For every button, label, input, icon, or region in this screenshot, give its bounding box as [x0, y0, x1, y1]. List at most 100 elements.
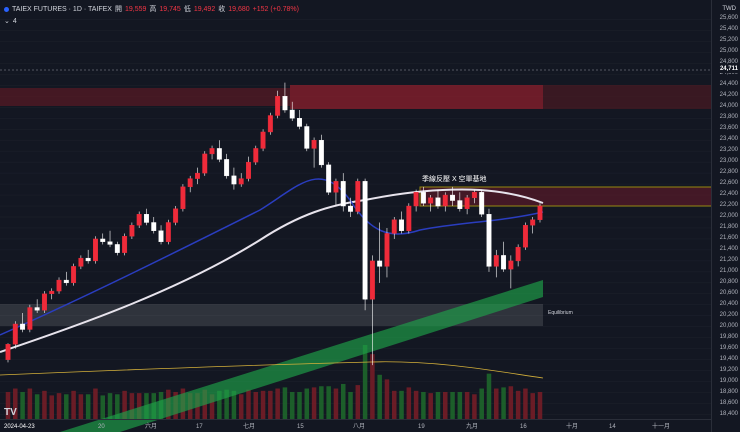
symbol-title[interactable]: TAIEX FUTURES · 1D · TAIFEX — [12, 5, 112, 13]
time-axis[interactable]: 2024-04-23 20 六月 17 七月 15 八月 19 九月 16 十月… — [0, 419, 712, 432]
price-tick-label: 25,200 — [719, 37, 738, 44]
volume-bar — [457, 391, 463, 420]
volume-bar — [399, 390, 404, 420]
candle-body — [362, 181, 368, 300]
volume-bar — [472, 394, 477, 420]
price-tick-label: 19,800 — [719, 333, 738, 340]
time-label: 20 — [98, 424, 105, 430]
candle-body — [442, 194, 448, 207]
candle-body — [5, 344, 11, 360]
candle-body — [180, 186, 186, 209]
candle-body — [348, 205, 353, 212]
volume-bar — [78, 394, 84, 420]
candle-body — [318, 139, 324, 166]
candle-body — [435, 197, 441, 207]
volume-bar — [348, 391, 353, 420]
candle-body — [216, 148, 222, 160]
volume-bar — [100, 395, 105, 420]
candle-body — [326, 164, 332, 193]
candle-body — [165, 222, 171, 242]
equilibrium-zone — [0, 304, 543, 326]
candle-body — [289, 109, 295, 119]
symbol-dot-icon — [4, 6, 9, 12]
volume-bar — [260, 390, 266, 420]
candle-body — [420, 192, 426, 204]
candle-body — [428, 197, 434, 204]
time-label: 十月 — [566, 424, 579, 430]
candle-body — [158, 230, 164, 242]
close-label: 收 — [218, 6, 226, 13]
volume-bar — [122, 390, 127, 420]
price-tick-label: 25,600 — [719, 15, 738, 22]
price-tick-label: 19,000 — [719, 377, 738, 384]
volume-bar — [27, 388, 33, 420]
price-tick-label: 23,400 — [719, 136, 738, 143]
date-tag: 2024-04-23 — [4, 424, 35, 430]
volume-bar — [275, 388, 280, 420]
tradingview-logo-icon[interactable]: TV — [4, 407, 17, 418]
volume-bar — [355, 385, 361, 420]
candle-body — [136, 214, 142, 226]
candle-body — [114, 244, 120, 253]
candle-body — [413, 192, 419, 207]
candle-body — [27, 307, 33, 330]
change-value: +152 (+0.78%) — [252, 5, 299, 13]
chart-legend: TAIEX FUTURES · 1D · TAIFEX 開 19,559 高 19,… — [4, 4, 299, 14]
time-label: 六月 — [145, 424, 158, 430]
volume-bar — [479, 388, 484, 420]
volume-bar — [311, 387, 317, 420]
candle-body — [304, 126, 310, 149]
candle-body — [63, 279, 69, 284]
volume-bar — [115, 394, 120, 420]
price-tick-label: 19,400 — [719, 355, 738, 362]
candle-body — [297, 118, 302, 127]
low-label: 低 — [183, 6, 191, 13]
volume-bar — [406, 387, 412, 420]
candle-body — [260, 131, 266, 149]
indicators-toggle[interactable]: ⌄ 4 — [4, 17, 17, 26]
price-axis[interactable]: TWD 25,600 25,400 25,200 25,000 24,800 24,600… — [711, 0, 740, 432]
candle-body — [340, 181, 346, 207]
price-tick-label: 20,200 — [719, 311, 738, 318]
candle-body — [238, 178, 244, 185]
time-label: 16 — [520, 424, 527, 430]
volume-bar — [377, 374, 382, 420]
candle-body — [100, 238, 106, 242]
candle-body — [209, 148, 215, 155]
volume-bar — [217, 390, 222, 420]
volume-bar — [333, 388, 339, 420]
candle-body — [493, 255, 499, 267]
candle-body — [486, 214, 492, 267]
volume-bar — [413, 390, 419, 420]
volume-bar — [391, 390, 397, 420]
candle-body — [333, 181, 339, 193]
volume-bar — [289, 391, 295, 420]
candle-body — [384, 233, 390, 267]
candle-body — [41, 293, 47, 311]
candle-body — [12, 323, 18, 345]
volume-bar — [231, 390, 237, 420]
price-tick-label: 24,800 — [719, 59, 738, 66]
price-tick-label: 25,000 — [719, 48, 738, 55]
volume-bar — [13, 388, 18, 420]
volume-bar — [209, 394, 215, 420]
resistance-zone-left — [0, 88, 290, 106]
chart-area[interactable]: TAIEX FUTURES · 1D · TAIFEX 開 19,559 高 19,… — [0, 0, 712, 432]
price-tick-label: 18,600 — [719, 399, 738, 406]
volume-bar — [421, 391, 426, 420]
equilibrium-label: Equilibrium — [548, 310, 573, 316]
candle-body — [253, 148, 259, 163]
candlestick-chart[interactable] — [0, 0, 712, 432]
candle-body — [450, 194, 456, 201]
volume-bar — [537, 391, 543, 420]
candle-body — [508, 260, 514, 270]
volume-bar — [523, 388, 528, 420]
open-value: 19,559 — [124, 5, 147, 13]
price-tick-label: 21,600 — [719, 234, 738, 241]
candle-body — [246, 161, 251, 179]
volume-bar — [508, 386, 514, 420]
currency-label[interactable]: TWD — [722, 6, 736, 12]
candle-body — [49, 290, 55, 295]
volume-bar — [450, 391, 455, 420]
volume-bar — [501, 387, 506, 420]
